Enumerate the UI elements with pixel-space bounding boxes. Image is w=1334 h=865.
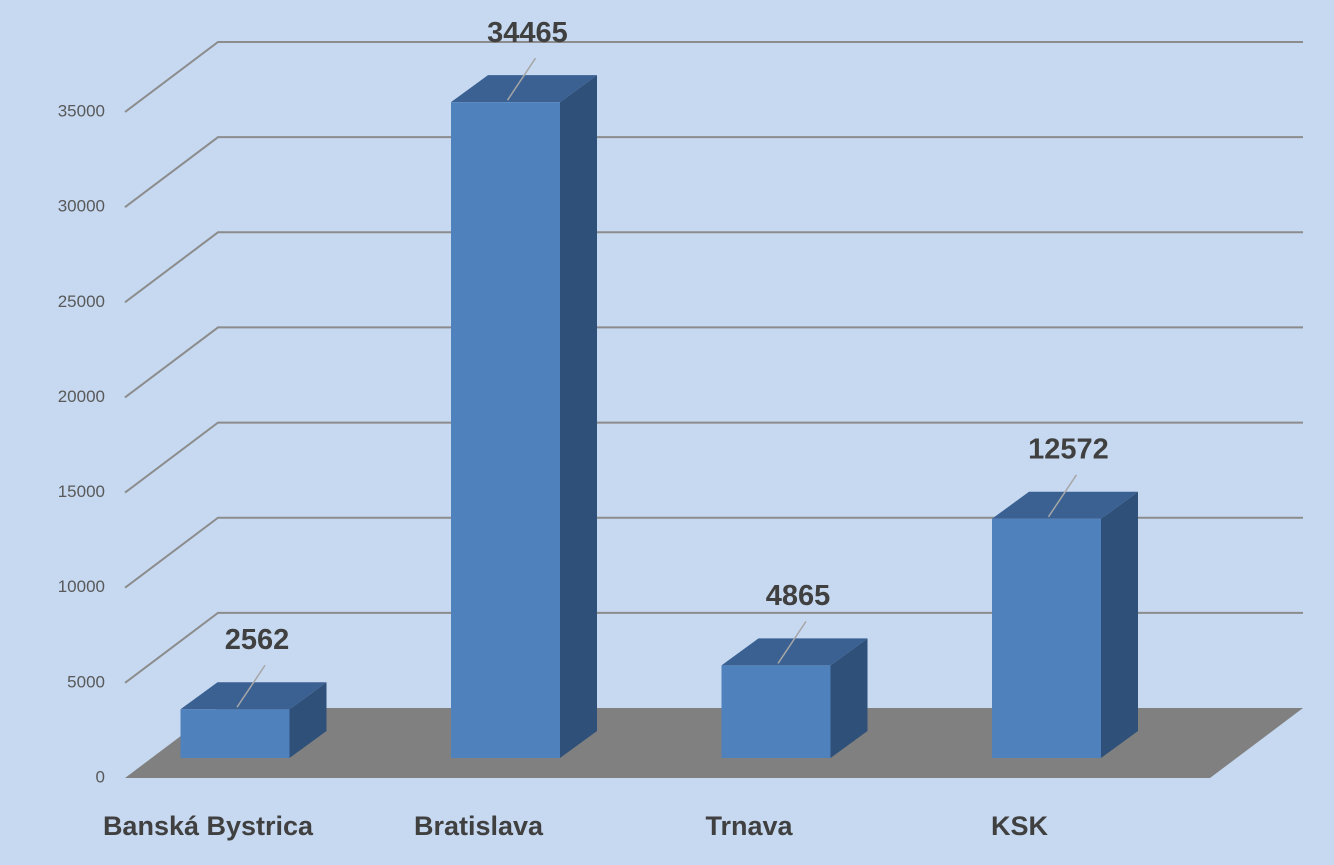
x-tick-label: Trnava (705, 811, 793, 841)
bar (180, 682, 327, 758)
grid-line (124, 516, 1303, 589)
bar (721, 638, 868, 758)
bar-top (721, 638, 868, 666)
bar-side (560, 75, 597, 758)
y-tick-label: 15000 (58, 482, 105, 501)
x-tick-label: Bratislava (414, 811, 544, 841)
bar (451, 75, 597, 758)
y-tick-label: 0 (96, 767, 105, 786)
y-tick-label: 30000 (58, 197, 105, 216)
bar-top (451, 75, 597, 103)
leader-line (236, 664, 266, 708)
y-tick-label: 25000 (58, 292, 105, 311)
grid-line (124, 421, 1303, 494)
leader-line (1047, 474, 1078, 518)
bar-side (289, 682, 327, 758)
leader-line (777, 621, 807, 664)
grid-line (124, 136, 1303, 208)
bar-top (992, 491, 1138, 519)
bar-front (451, 102, 560, 758)
data-label: 12572 (1028, 433, 1109, 465)
bar-front (992, 518, 1101, 758)
x-tick-label: Banská Bystrica (103, 811, 314, 841)
data-label: 4865 (766, 580, 831, 612)
bar-side (830, 638, 868, 758)
x-tick-label: KSK (991, 811, 1049, 841)
leader-line (506, 57, 537, 101)
data-label: 2562 (225, 624, 290, 656)
bar-front (721, 665, 831, 758)
bar (992, 491, 1138, 758)
bar-front (180, 709, 290, 758)
bar-side (1101, 491, 1138, 758)
data-label: 34465 (487, 17, 568, 49)
grid-line (124, 326, 1303, 399)
y-tick-label: 20000 (58, 387, 105, 406)
y-tick-label: 35000 (58, 101, 105, 120)
grid-line (124, 231, 1303, 304)
grid-line (124, 611, 1303, 684)
grid-line (124, 41, 1303, 113)
y-tick-label: 10000 (58, 577, 105, 596)
y-tick-label: 5000 (67, 672, 105, 691)
bar-top (180, 682, 327, 710)
